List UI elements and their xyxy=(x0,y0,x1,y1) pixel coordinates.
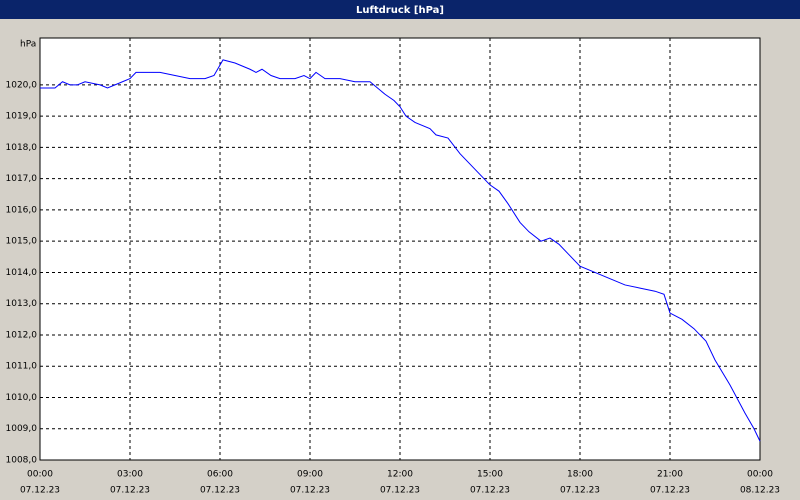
y-tick-label: 1016,0 xyxy=(6,205,38,215)
y-tick-label: 1020,0 xyxy=(6,80,38,90)
y-axis-label: hPa xyxy=(20,40,36,50)
x-tick-label: 00:00 xyxy=(27,470,53,480)
x-tick-label: 06:00 xyxy=(207,470,233,480)
y-tick-label: 1019,0 xyxy=(6,112,38,122)
y-tick-label: 1015,0 xyxy=(6,237,38,247)
chart-title: Luftdruck [hPa] xyxy=(356,5,444,16)
x-tick-date: 07.12.23 xyxy=(290,486,330,496)
y-tick-label: 1017,0 xyxy=(6,174,38,184)
y-tick-label: 1013,0 xyxy=(6,299,38,309)
x-tick-date: 08.12.23 xyxy=(740,486,780,496)
y-tick-label: 1009,0 xyxy=(6,424,38,434)
x-tick-date: 07.12.23 xyxy=(650,486,690,496)
x-tick-date: 07.12.23 xyxy=(560,486,600,496)
x-tick-date: 07.12.23 xyxy=(200,486,240,496)
data-line xyxy=(40,59,761,442)
y-tick-label: 1012,0 xyxy=(6,330,38,340)
x-tick-label: 21:00 xyxy=(657,470,683,480)
x-tick-date: 07.12.23 xyxy=(470,486,510,496)
x-tick-date: 07.12.23 xyxy=(380,486,420,496)
y-tick-label: 1010,0 xyxy=(6,393,38,403)
y-tick-label: 1014,0 xyxy=(6,268,38,278)
y-tick-label: 1008,0 xyxy=(6,456,38,466)
x-tick-label: 03:00 xyxy=(117,470,143,480)
x-tick-date: 07.12.23 xyxy=(20,486,60,496)
x-tick-label: 15:00 xyxy=(477,470,503,480)
x-tick-label: 18:00 xyxy=(567,470,593,480)
y-tick-label: 1011,0 xyxy=(6,362,38,372)
x-tick-label: 12:00 xyxy=(387,470,413,480)
title-bar xyxy=(0,0,800,19)
x-tick-label: 09:00 xyxy=(297,470,323,480)
y-tick-label: 1018,0 xyxy=(6,143,38,153)
x-tick-date: 07.12.23 xyxy=(110,486,150,496)
x-tick-label: 00:00 xyxy=(747,470,773,480)
